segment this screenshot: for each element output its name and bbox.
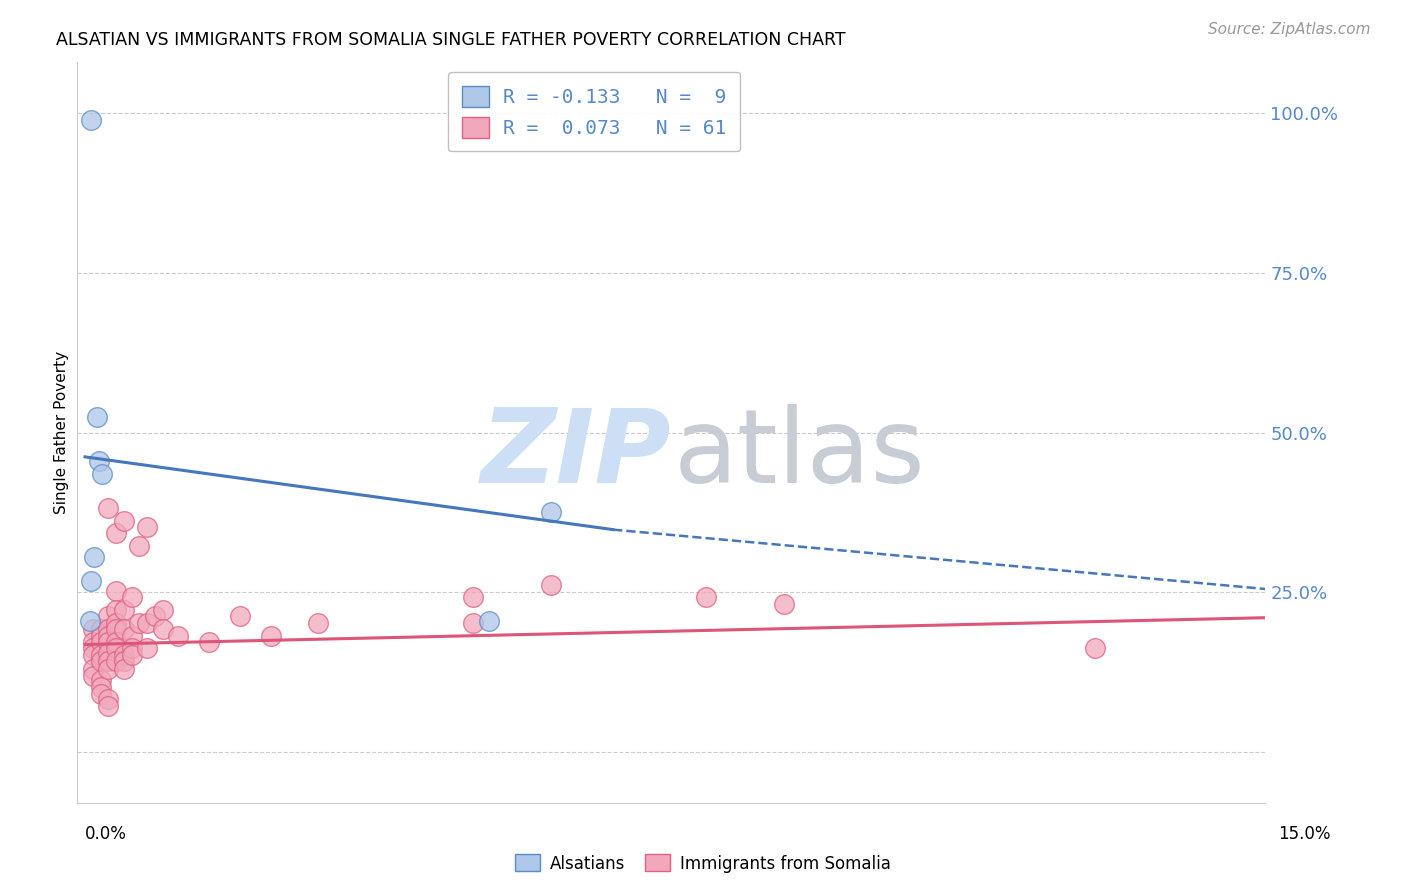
Text: ALSATIAN VS IMMIGRANTS FROM SOMALIA SINGLE FATHER POVERTY CORRELATION CHART: ALSATIAN VS IMMIGRANTS FROM SOMALIA SING…	[56, 31, 846, 49]
Point	[128, 615, 150, 630]
Point	[82, 635, 104, 649]
Point	[121, 591, 143, 605]
Point	[121, 648, 143, 662]
Point	[79, 614, 101, 628]
Point	[83, 550, 105, 565]
Point	[97, 609, 120, 624]
Point	[105, 583, 128, 598]
Point	[112, 654, 135, 668]
Point	[121, 641, 143, 656]
Point	[463, 591, 485, 605]
Point	[97, 692, 120, 706]
Point	[90, 680, 112, 694]
Point	[97, 629, 120, 643]
Point	[136, 615, 159, 630]
Point	[105, 641, 128, 656]
Text: 0.0%: 0.0%	[84, 825, 127, 843]
Point	[97, 698, 120, 713]
Point	[540, 505, 562, 519]
Point	[773, 597, 796, 611]
Point	[229, 609, 252, 624]
Point	[82, 662, 104, 676]
Text: 15.0%: 15.0%	[1278, 825, 1331, 843]
Text: atlas: atlas	[673, 404, 925, 506]
Point	[128, 539, 150, 553]
Point	[80, 112, 103, 127]
Point	[90, 687, 112, 701]
Point	[695, 591, 717, 605]
Point	[90, 673, 112, 688]
Point	[112, 662, 135, 676]
Text: ZIP: ZIP	[481, 404, 672, 506]
Y-axis label: Single Father Poverty: Single Father Poverty	[53, 351, 69, 514]
Point	[97, 654, 120, 668]
Point	[112, 622, 135, 636]
Point	[90, 648, 112, 662]
Point	[1083, 641, 1105, 656]
Text: Source: ZipAtlas.com: Source: ZipAtlas.com	[1208, 22, 1371, 37]
Point	[97, 635, 120, 649]
Point	[90, 629, 112, 643]
Point	[105, 615, 128, 630]
Point	[112, 648, 135, 662]
Point	[97, 646, 120, 660]
Point	[86, 409, 108, 424]
Point	[167, 629, 190, 643]
Point	[198, 635, 221, 649]
Legend: R = -0.133   N =  9, R =  0.073   N = 61: R = -0.133 N = 9, R = 0.073 N = 61	[449, 72, 740, 152]
Point	[87, 454, 110, 468]
Point	[121, 629, 143, 643]
Point	[463, 615, 485, 630]
Point	[105, 654, 128, 668]
Point	[112, 514, 135, 528]
Point	[260, 629, 283, 643]
Point	[105, 622, 128, 636]
Point	[82, 622, 104, 636]
Point	[97, 500, 120, 515]
Point	[143, 609, 166, 624]
Point	[82, 648, 104, 662]
Point	[307, 615, 329, 630]
Point	[152, 603, 174, 617]
Point	[152, 622, 174, 636]
Point	[90, 622, 112, 636]
Point	[90, 635, 112, 649]
Point	[105, 526, 128, 541]
Point	[80, 574, 103, 588]
Point	[82, 641, 104, 656]
Point	[91, 467, 114, 482]
Point	[540, 577, 562, 591]
Point	[105, 603, 128, 617]
Point	[90, 654, 112, 668]
Point	[97, 662, 120, 676]
Point	[105, 635, 128, 649]
Point	[136, 641, 159, 656]
Point	[112, 603, 135, 617]
Point	[136, 520, 159, 534]
Point	[82, 669, 104, 683]
Point	[478, 614, 501, 628]
Point	[97, 622, 120, 636]
Legend: Alsatians, Immigrants from Somalia: Alsatians, Immigrants from Somalia	[508, 847, 898, 880]
